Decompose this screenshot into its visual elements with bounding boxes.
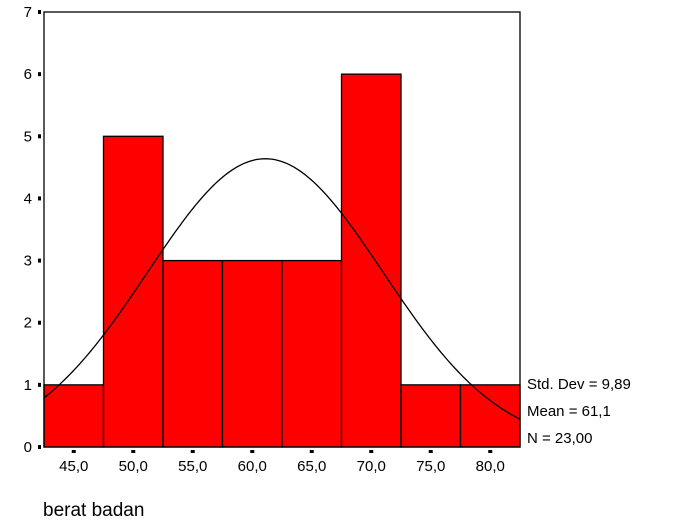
x-tick-mark [72,450,76,453]
x-axis: 45,0 50,0 55,0 60,0 65,0 70,0 75,0 80,0 [59,450,505,475]
y-tick-mark [38,72,41,76]
y-tick-mark [38,10,41,14]
x-tick-label: 45,0 [59,458,88,475]
n-label: N = 23,00 [527,430,592,447]
x-tick-label: 65,0 [297,458,326,475]
x-tick-mark [250,450,254,453]
std-dev-label: Std. Dev = 9,89 [527,376,631,393]
x-tick-label: 50,0 [119,458,148,475]
mean-label: Mean = 61,1 [527,403,611,420]
y-tick-label: 0 [24,439,32,456]
y-tick-mark [38,445,41,449]
histogram-bar [163,261,223,447]
histogram-bar [342,74,402,447]
histogram-bar [282,261,342,447]
y-tick-mark [38,134,41,138]
y-tick-mark [38,321,41,325]
x-tick-mark [488,450,492,453]
histogram-bar [44,385,104,447]
x-tick-mark [191,450,195,453]
x-tick-mark [369,450,373,453]
y-tick-mark [38,196,41,200]
histogram-bar [223,261,283,447]
x-tick-mark [310,450,314,453]
x-tick-mark [131,450,135,453]
y-tick-label: 6 [24,66,32,83]
y-tick-mark [38,259,41,263]
x-tick-label: 75,0 [416,458,445,475]
x-tick-label: 80,0 [476,458,505,475]
x-tick-label: 55,0 [178,458,207,475]
x-axis-title: berat badan [43,500,144,521]
x-tick-label: 60,0 [238,458,267,475]
y-tick-label: 2 [24,315,32,332]
x-tick-label: 70,0 [357,458,386,475]
y-tick-label: 3 [24,253,32,270]
histogram-bar [401,385,461,447]
y-tick-label: 7 [24,4,32,21]
y-axis: 0 1 2 3 4 5 6 7 [24,4,41,456]
histogram-bar [461,385,521,447]
histogram-bar [104,136,164,447]
y-tick-label: 1 [24,377,32,394]
bars-layer [44,74,520,447]
y-tick-label: 5 [24,128,32,145]
x-tick-mark [429,450,433,453]
y-tick-mark [38,383,41,387]
y-tick-label: 4 [24,190,32,207]
